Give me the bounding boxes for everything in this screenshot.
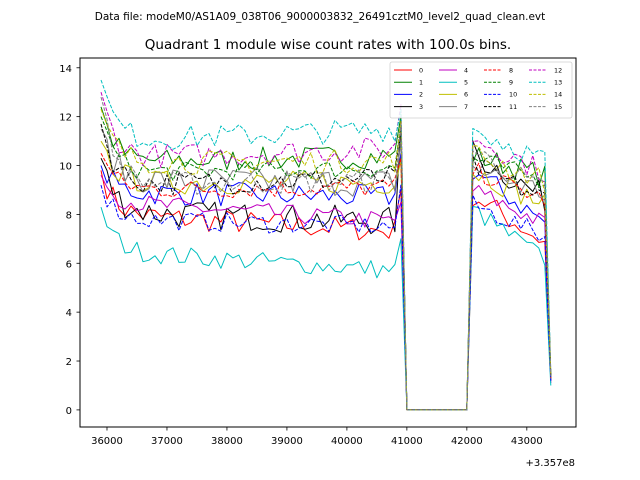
x-tick-label: 38000 bbox=[211, 436, 243, 447]
y-tick-label: 0 bbox=[66, 406, 72, 417]
legend-label-13: 13 bbox=[554, 79, 562, 87]
legend-label-1: 1 bbox=[419, 79, 423, 87]
y-tick-label: 10 bbox=[59, 162, 72, 173]
series-line-0 bbox=[100, 170, 552, 411]
x-tick-label: 42000 bbox=[451, 436, 483, 447]
legend-label-12: 12 bbox=[554, 66, 562, 74]
series-line-15 bbox=[100, 96, 552, 411]
x-tick-label: 37000 bbox=[151, 436, 183, 447]
x-tick-label: 39000 bbox=[271, 436, 303, 447]
legend-label-8: 8 bbox=[509, 66, 513, 74]
x-tick-label: 41000 bbox=[391, 436, 423, 447]
legend-label-5: 5 bbox=[464, 79, 468, 87]
data-file-header: Data file: modeM0/AS1A09_038T06_90000038… bbox=[95, 11, 546, 23]
y-tick-label: 6 bbox=[66, 259, 72, 270]
legend-label-14: 14 bbox=[554, 91, 562, 99]
legend-label-2: 2 bbox=[419, 91, 423, 99]
x-tick-label: 40000 bbox=[331, 436, 363, 447]
legend-label-0: 0 bbox=[419, 66, 423, 74]
legend-label-15: 15 bbox=[554, 103, 562, 111]
series-line-13 bbox=[100, 79, 552, 411]
series-line-11 bbox=[100, 123, 552, 411]
y-tick-label: 12 bbox=[59, 113, 72, 124]
series-line-5 bbox=[100, 205, 552, 411]
series-line-8 bbox=[100, 153, 552, 411]
axes-ticks: 36000 37000 38000 39000 40000 41000 42000 43000… bbox=[59, 57, 577, 447]
legend-label-9: 9 bbox=[509, 79, 513, 87]
y-tick-label: 14 bbox=[59, 64, 72, 75]
series-line-12 bbox=[100, 92, 552, 411]
y-tick-label: 2 bbox=[66, 357, 72, 368]
x-offset-label: +3.357e8 bbox=[525, 458, 575, 469]
legend-label-4: 4 bbox=[464, 66, 468, 74]
x-tick-label: 36000 bbox=[91, 436, 123, 447]
series-line-14 bbox=[100, 109, 552, 411]
y-tick-label: 8 bbox=[66, 210, 72, 221]
series-line-1 bbox=[100, 106, 552, 411]
legend-label-7: 7 bbox=[464, 103, 468, 111]
series-line-3 bbox=[100, 121, 552, 411]
plot-area bbox=[100, 79, 552, 411]
legend-label-6: 6 bbox=[464, 91, 468, 99]
series-line-6 bbox=[100, 140, 552, 411]
legend-label-11: 11 bbox=[509, 103, 517, 111]
legend-label-3: 3 bbox=[419, 103, 423, 111]
chart-title: Quadrant 1 module wise count rates with … bbox=[145, 37, 511, 53]
x-tick-label: 43000 bbox=[511, 436, 543, 447]
y-tick-label: 4 bbox=[66, 308, 72, 319]
legend-box bbox=[389, 61, 573, 119]
series-line-4 bbox=[100, 175, 552, 411]
axes-frame bbox=[79, 57, 577, 428]
legend-label-10: 10 bbox=[509, 91, 517, 99]
series-line-10 bbox=[100, 184, 552, 411]
